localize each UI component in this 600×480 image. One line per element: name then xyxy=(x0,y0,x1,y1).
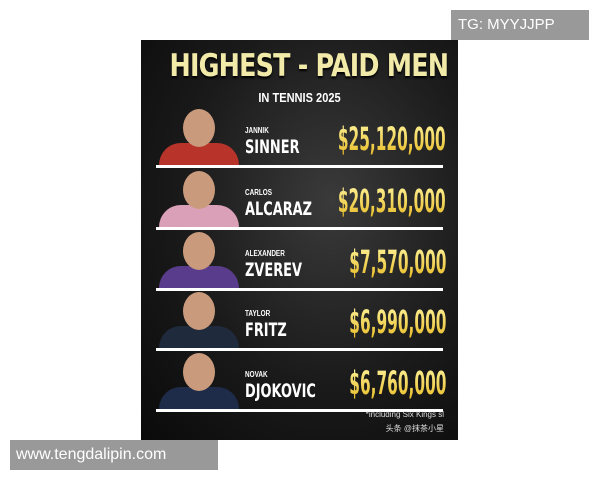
player-last-name: ZVEREV xyxy=(245,259,302,281)
player-photo xyxy=(159,290,239,348)
infographic-poster: HIGHEST - PAID MEN IN TENNIS 2025 JANNIK… xyxy=(141,40,458,440)
player-photo xyxy=(159,169,239,227)
row-divider xyxy=(156,288,443,291)
player-head xyxy=(183,232,215,270)
player-shirt xyxy=(159,143,239,165)
player-first-name: CARLOS xyxy=(245,188,273,197)
player-row: NOVAK DJOKOVIC $6,760,000 xyxy=(141,350,458,412)
player-head xyxy=(183,353,215,391)
player-shirt xyxy=(159,205,239,227)
site-overlay: www.tengdalipin.com xyxy=(10,440,218,470)
player-last-name: DJOKOVIC xyxy=(245,380,316,402)
player-earnings: $25,120,000 xyxy=(338,120,446,158)
player-photo xyxy=(159,351,239,409)
player-shirt xyxy=(159,326,239,348)
row-divider xyxy=(156,409,443,412)
player-head xyxy=(183,292,215,330)
poster-subtitle: IN TENNIS 2025 xyxy=(258,90,341,105)
player-photo xyxy=(159,107,239,165)
player-first-name: ALEXANDER xyxy=(245,249,285,258)
player-head xyxy=(183,171,215,209)
player-first-name: TAYLOR xyxy=(245,309,271,318)
player-row: TAYLOR FRITZ $6,990,000 xyxy=(141,289,458,351)
player-earnings: $20,310,000 xyxy=(338,182,446,220)
player-photo xyxy=(159,230,239,288)
player-earnings: $6,990,000 xyxy=(348,303,446,341)
row-divider xyxy=(156,165,443,168)
player-last-name: SINNER xyxy=(245,136,300,158)
poster-title: HIGHEST - PAID MEN xyxy=(169,48,450,84)
tg-overlay: TG: MYYJJPP xyxy=(451,10,589,40)
player-earnings: $7,570,000 xyxy=(348,243,446,281)
source-watermark: 头条 @抹茶小星 xyxy=(385,424,444,433)
player-row: ALEXANDER ZVEREV $7,570,000 xyxy=(141,229,458,291)
player-last-name: FRITZ xyxy=(245,319,287,341)
player-first-name: NOVAK xyxy=(245,370,268,379)
row-divider xyxy=(156,348,443,351)
player-earnings: $6,760,000 xyxy=(348,364,446,402)
row-divider xyxy=(156,227,443,230)
player-row: JANNIK SINNER $25,120,000 xyxy=(141,106,458,168)
player-shirt xyxy=(159,266,239,288)
footnote: *including Six Kings sl xyxy=(365,410,444,419)
player-last-name: ALCARAZ xyxy=(245,198,313,220)
player-shirt xyxy=(159,387,239,409)
player-head xyxy=(183,109,215,147)
player-first-name: JANNIK xyxy=(245,126,269,135)
player-row: CARLOS ALCARAZ $20,310,000 xyxy=(141,168,458,230)
